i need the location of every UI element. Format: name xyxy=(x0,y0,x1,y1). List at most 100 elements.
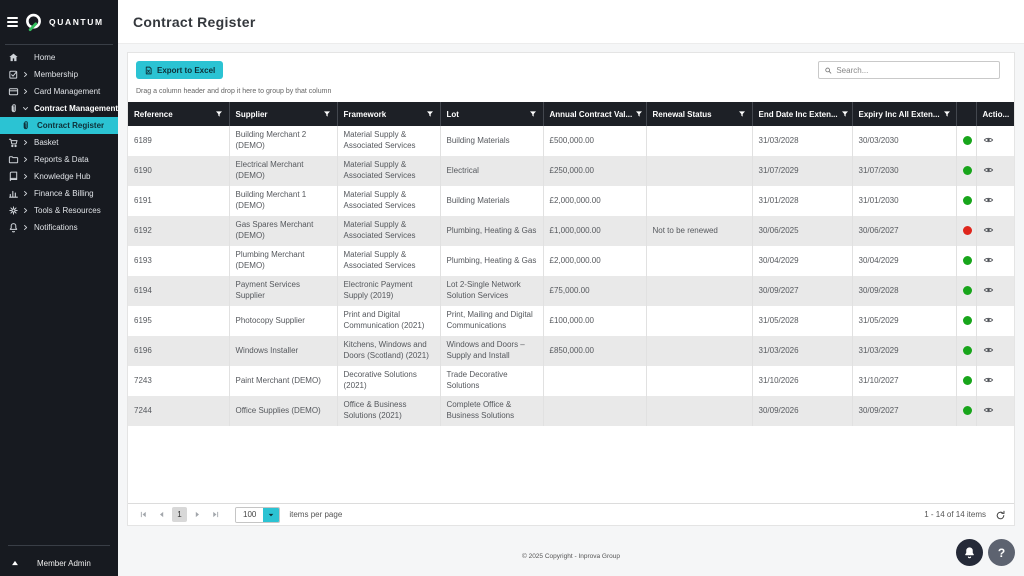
current-page-button[interactable]: 1 xyxy=(172,507,187,522)
lot-cell: Plumbing, Heating & Gas xyxy=(440,246,544,276)
sidebar-item-notifications[interactable]: Notifications xyxy=(0,219,118,236)
column-header-lot[interactable]: Lot xyxy=(440,102,544,126)
annual_value-cell: £100,000.00 xyxy=(543,306,647,336)
sidebar-item-card-management[interactable]: Card Management xyxy=(0,83,118,100)
table-row[interactable]: 6190 Electrical Merchant (DEMO) Material S… xyxy=(128,156,1014,186)
view-contract-button[interactable] xyxy=(983,163,995,173)
column-header-end_date[interactable]: End Date Inc Exten... xyxy=(752,102,853,126)
supplier-cell: Building Merchant 1 (DEMO) xyxy=(229,186,338,216)
table-row[interactable]: 6194 Payment Services Supplier Electronic … xyxy=(128,276,1014,306)
column-label: Actio... xyxy=(982,109,1010,119)
sidebar-item-finance-billing[interactable]: Finance & Billing xyxy=(0,185,118,202)
view-contract-button[interactable] xyxy=(983,373,995,383)
group-by-bar[interactable]: Drag a column header and drop it here to… xyxy=(128,85,1014,102)
table-row[interactable]: 6192 Gas Spares Merchant (DEMO) Material S… xyxy=(128,216,1014,246)
sidebar-item-home[interactable]: Home xyxy=(0,49,118,66)
notifications-fab-button[interactable] xyxy=(956,539,983,566)
help-fab-button[interactable]: ? xyxy=(988,539,1015,566)
sidebar-item-reports-data[interactable]: Reports & Data xyxy=(0,151,118,168)
eye-icon xyxy=(983,255,994,265)
view-contract-button[interactable] xyxy=(983,343,995,353)
status-cell xyxy=(956,396,977,426)
main-content: Contract Register Export to Excel Drag a… xyxy=(118,0,1024,576)
items-per-page-label: items per page xyxy=(289,510,343,519)
filter-icon[interactable] xyxy=(426,110,434,118)
page-range-label: 1 - 14 of 14 items xyxy=(924,510,986,519)
column-header-actions[interactable]: Actio... xyxy=(976,102,1014,126)
status-dot-green xyxy=(962,345,972,355)
status-dot-green xyxy=(962,285,972,295)
eye-icon xyxy=(983,345,994,355)
filter-icon[interactable] xyxy=(529,110,537,118)
filter-icon[interactable] xyxy=(323,110,331,118)
filter-icon[interactable] xyxy=(738,110,746,118)
column-header-expiry[interactable]: Expiry Inc All Exten... xyxy=(852,102,957,126)
actions-cell xyxy=(976,336,1014,366)
table-row[interactable]: 6195 Photocopy Supplier Print and Digital … xyxy=(128,306,1014,336)
column-label: Expiry Inc All Exten... xyxy=(858,109,940,119)
column-header-annual_value[interactable]: Annual Contract Val... xyxy=(543,102,647,126)
column-header-supplier[interactable]: Supplier xyxy=(229,102,338,126)
supplier-cell: Office Supplies (DEMO) xyxy=(229,396,338,426)
view-contract-button[interactable] xyxy=(983,283,995,293)
actions-cell xyxy=(976,276,1014,306)
expiry-cell: 30/03/2030 xyxy=(852,126,957,156)
table-row[interactable]: 6193 Plumbing Merchant (DEMO) Material Sup… xyxy=(128,246,1014,276)
column-header-framework[interactable]: Framework xyxy=(337,102,441,126)
first-page-button[interactable] xyxy=(136,507,151,522)
view-contract-button[interactable] xyxy=(983,223,995,233)
sidebar-item-knowledge-hub[interactable]: Knowledge Hub xyxy=(0,168,118,185)
page-size-select[interactable]: 100 xyxy=(235,506,281,523)
view-contract-button[interactable] xyxy=(983,193,995,203)
column-header-renewal_status[interactable]: Renewal Status xyxy=(646,102,753,126)
export-to-excel-button[interactable]: Export to Excel xyxy=(136,61,224,79)
expiry-cell: 31/05/2029 xyxy=(852,306,957,336)
table-row[interactable]: 6189 Building Merchant 2 (DEMO) Material S… xyxy=(128,126,1014,156)
sidebar-item-tools-resources[interactable]: Tools & Resources xyxy=(0,202,118,219)
annual_value-cell: £75,000.00 xyxy=(543,276,647,306)
filter-icon[interactable] xyxy=(841,110,849,118)
actions-cell xyxy=(976,306,1014,336)
chevron-right-icon xyxy=(19,224,32,231)
expiry-cell: 31/01/2030 xyxy=(852,186,957,216)
renewal_status-cell xyxy=(646,366,753,396)
view-contract-button[interactable] xyxy=(983,403,995,413)
member-admin-toggle[interactable]: Member Admin xyxy=(0,558,118,568)
filter-icon[interactable] xyxy=(943,110,951,118)
hamburger-menu-icon[interactable] xyxy=(7,17,18,27)
next-page-button[interactable] xyxy=(190,507,205,522)
previous-page-button[interactable] xyxy=(154,507,169,522)
last-page-button[interactable] xyxy=(208,507,223,522)
table-row[interactable]: 6191 Building Merchant 1 (DEMO) Material S… xyxy=(128,186,1014,216)
table-row[interactable]: 6196 Windows Installer Kitchens, Windows a… xyxy=(128,336,1014,366)
reference-cell: 6191 xyxy=(128,186,230,216)
pagination-info: 1 - 14 of 14 items xyxy=(924,509,1006,521)
page-size-dropdown-button[interactable] xyxy=(263,507,280,522)
filter-icon[interactable] xyxy=(215,110,223,118)
sidebar-item-contract-management[interactable]: Contract Management xyxy=(0,100,118,117)
annual_value-cell: £2,000,000.00 xyxy=(543,186,647,216)
filter-icon[interactable] xyxy=(635,110,643,118)
sidebar-item-contract-register[interactable]: Contract Register xyxy=(0,117,118,134)
view-contract-button[interactable] xyxy=(983,133,995,143)
view-contract-button[interactable] xyxy=(983,313,995,323)
search-input[interactable] xyxy=(836,65,994,75)
column-header-reference[interactable]: Reference xyxy=(128,102,230,126)
table-row[interactable]: 7243 Paint Merchant (DEMO) Decorative Solu… xyxy=(128,366,1014,396)
view-contract-button[interactable] xyxy=(983,253,995,263)
folder-icon xyxy=(8,154,19,165)
sidebar-item-membership[interactable]: Membership xyxy=(0,66,118,83)
annual_value-cell: £1,000,000.00 xyxy=(543,216,647,246)
refresh-button[interactable] xyxy=(994,509,1006,521)
sidebar-item-basket[interactable]: Basket xyxy=(0,134,118,151)
annual_value-cell: £500,000.00 xyxy=(543,126,647,156)
sidebar-nav: Home Membership Card Management Contract Ma… xyxy=(0,49,118,236)
excel-file-icon xyxy=(144,66,153,75)
sidebar-item-label: Contract Management xyxy=(34,104,119,113)
sidebar-item-label: Membership xyxy=(34,70,79,79)
table-row[interactable]: 7244 Office Supplies (DEMO) Office & Busin… xyxy=(128,396,1014,426)
framework-cell: Material Supply & Associated Services xyxy=(337,216,441,246)
eye-icon xyxy=(983,195,994,205)
status-dot-green xyxy=(962,405,972,415)
renewal_status-cell xyxy=(646,396,753,426)
